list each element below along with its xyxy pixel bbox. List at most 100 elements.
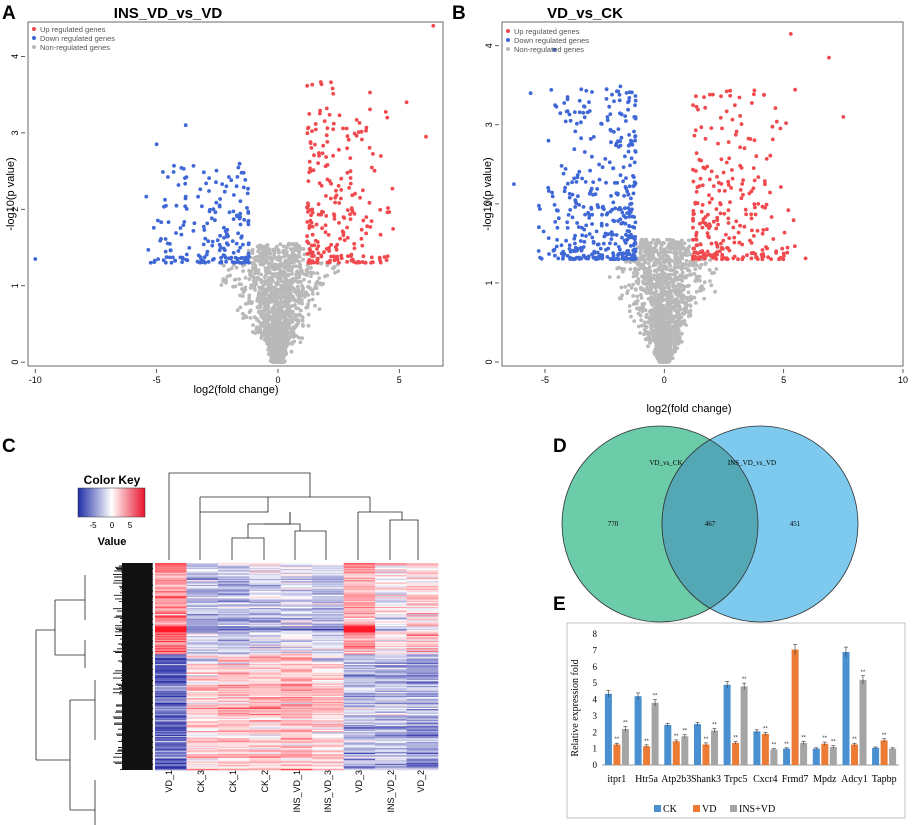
heatmap-cell [249,616,282,619]
down-regulated-point [201,224,206,229]
up-regulated-point [310,129,314,134]
down-regulated-point [214,180,218,185]
up-regulated-point [404,100,409,105]
non-regulated-point [678,247,683,252]
y-tick-label: 0 [484,360,494,365]
heatmap-cell [406,565,439,567]
up-regulated-point [309,260,314,265]
non-regulated-point [664,311,669,316]
down-regulated-point [626,192,631,197]
heatmap-cell [375,638,407,641]
up-regulated-point [706,234,710,239]
down-regulated-point [146,248,151,252]
heatmap-cell [343,570,376,572]
non-regulated-point [672,288,676,293]
heatmap-cell [217,623,250,626]
up-regulated-point [333,245,338,249]
up-regulated-point [348,169,353,174]
down-regulated-point [567,191,572,196]
down-regulated-point [564,109,569,114]
heatmap-cell [217,636,250,638]
heatmap-cell [155,604,187,606]
down-regulated-point [565,253,570,258]
non-regulated-point [617,296,622,301]
y-tick-label: 1 [10,283,20,288]
heatmap-cell [406,623,439,626]
heatmap-cell [343,619,376,621]
heatmap-cell [186,620,219,622]
heatmap-cell [406,642,439,644]
heatmap-cell [280,576,313,578]
down-regulated-point [191,229,196,233]
non-regulated-point [656,294,661,299]
down-regulated-point [568,118,573,123]
up-regulated-point [727,236,732,241]
down-regulated-point [567,247,572,251]
up-regulated-point [697,257,702,261]
down-regulated-point [588,137,593,141]
down-regulated-point [554,208,559,213]
x-tick-label: 10 [898,375,908,385]
heatmap-cell [343,604,376,606]
heatmap-cell [375,599,407,602]
down-regulated-point [229,178,234,183]
legend-label-up: Up regulated genes [514,27,580,36]
non-regulated-point [659,314,664,319]
heatmap-cell [280,588,313,591]
non-regulated-point [248,308,253,313]
heatmap-cell [406,583,439,586]
non-regulated-point [259,300,264,305]
heatmap-cell [249,592,282,594]
heatmap-cell [312,580,344,582]
up-regulated-point [332,217,337,221]
heatmap-cell [249,628,282,631]
heatmap-cell [406,593,439,595]
down-regulated-point [621,213,626,218]
non-regulated-point [313,303,317,308]
heatmap-cell [217,609,250,611]
heatmap-cell [155,603,187,605]
non-regulated-point [306,323,311,328]
non-regulated-point [633,288,638,292]
down-regulated-point [622,257,626,261]
up-regulated-point [739,196,744,201]
down-regulated-point [556,256,561,261]
non-regulated-point [651,328,656,333]
heatmap-cell [217,598,250,600]
up-regulated-point [691,216,695,221]
heatmap-cell [155,572,187,575]
down-regulated-point [601,204,605,209]
up-regulated-point [691,103,695,107]
heatmap-cell [186,625,219,627]
down-regulated-point [512,182,516,187]
down-regulated-point [222,189,227,194]
heatmap-cell [155,584,187,587]
heatmap-cell [249,636,282,638]
heatmap-cell [406,594,439,597]
down-regulated-point [563,167,568,171]
up-regulated-point [348,212,352,217]
up-regulated-point [691,254,695,259]
heatmap-cell [406,572,439,575]
up-regulated-point [324,133,329,138]
heatmap-cell [217,620,250,622]
heatmap-cell [186,583,219,586]
heatmap-cell [406,610,439,613]
down-regulated-point [605,115,610,119]
up-regulated-point [307,247,312,252]
heatmap-cell [343,564,376,566]
down-regulated-point [574,255,579,260]
heatmap-cell [406,581,439,583]
down-regulated-point [224,259,229,264]
non-regulated-point [297,275,302,280]
heatmap-cell [312,626,344,628]
down-regulated-point [633,138,637,143]
heatmap-cell [249,569,282,571]
non-regulated-point [265,250,270,255]
down-regulated-point [579,120,583,125]
up-regulated-point [726,221,731,225]
heatmap-cell [249,584,282,587]
non-regulated-point [645,242,650,247]
non-regulated-point [273,247,277,252]
non-regulated-point [267,299,272,304]
